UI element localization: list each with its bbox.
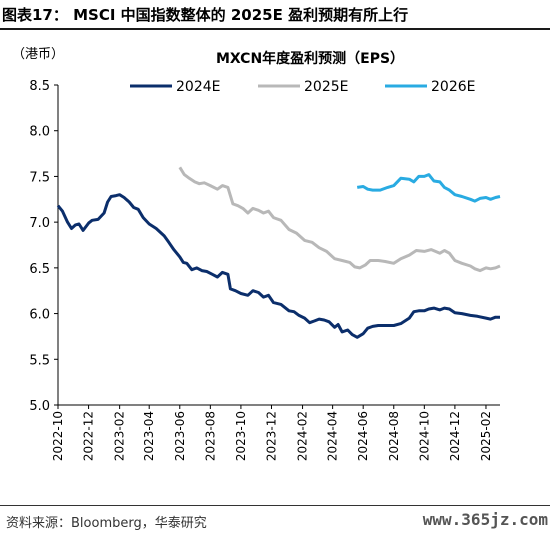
x-tick-label: 2022-12: [82, 411, 96, 461]
figure-title: 图表17： MSCI 中国指数整体的 2025E 盈利预期有所上行: [2, 6, 409, 24]
x-tick-label: 2024-06: [356, 411, 370, 461]
figure-header: 图表17： MSCI 中国指数整体的 2025E 盈利预期有所上行: [0, 0, 550, 30]
y-tick-label: 6.5: [29, 262, 50, 277]
y-axis-unit-label: （港币）: [12, 47, 64, 62]
y-tick-label: 8.5: [29, 79, 50, 94]
x-tick-label: 2023-04: [142, 411, 156, 461]
series-line-2026E: [356, 173, 501, 203]
x-axis-ticks: 2022-10 2022-12 2023-02 2023-04 2023-06 2023-…: [51, 405, 493, 461]
y-tick-label: 5.5: [29, 353, 50, 368]
chart-title: MXCN年度盈利预测（EPS）: [216, 50, 404, 67]
y-tick-label: 5.0: [29, 399, 50, 414]
series-lines: [56, 166, 501, 339]
x-tick-label: 2023-06: [173, 411, 187, 461]
x-tick-label: 2023-08: [203, 411, 217, 461]
legend-label-2025E: 2025E: [304, 79, 348, 95]
x-tick-label: 2023-02: [113, 411, 127, 461]
legend-label-2024E: 2024E: [176, 79, 220, 95]
axes: [57, 85, 500, 406]
x-tick-label: 2024-12: [448, 411, 462, 461]
y-tick-label: 6.0: [29, 308, 50, 323]
x-tick-label: 2023-12: [264, 411, 278, 461]
x-tick-label: 2023-10: [234, 411, 248, 461]
x-tick-label: 2024-04: [326, 411, 340, 461]
series-line-2024E: [56, 193, 500, 339]
x-tick-label: 2024-10: [417, 411, 431, 461]
series-line-2025E: [178, 166, 501, 273]
figure-footer: 资料来源：Bloomberg，华泰研究 www.365jz.com: [0, 505, 550, 533]
site-watermark: www.365jz.com: [422, 510, 548, 529]
x-tick-label: 2025-02: [479, 411, 493, 461]
legend-label-2026E: 2026E: [431, 79, 475, 95]
x-tick-label: 2024-08: [387, 411, 401, 461]
x-tick-label: 2022-10: [51, 411, 65, 461]
eps-line-chart: MXCN年度盈利预测（EPS） （港币） 2024E 2025E 2026E 5.0…: [12, 47, 501, 461]
y-axis-ticks: 5.0 5.5 6.0 6.5 7.0 7.5 8.0 8.5: [29, 79, 58, 414]
y-tick-label: 7.5: [29, 170, 50, 185]
y-tick-label: 8.0: [29, 125, 50, 140]
x-tick-label: 2024-02: [296, 411, 310, 461]
y-tick-label: 7.0: [29, 216, 50, 231]
source-note: 资料来源：Bloomberg，华泰研究: [6, 516, 207, 531]
chart-legend: 2024E 2025E 2026E: [130, 79, 475, 95]
